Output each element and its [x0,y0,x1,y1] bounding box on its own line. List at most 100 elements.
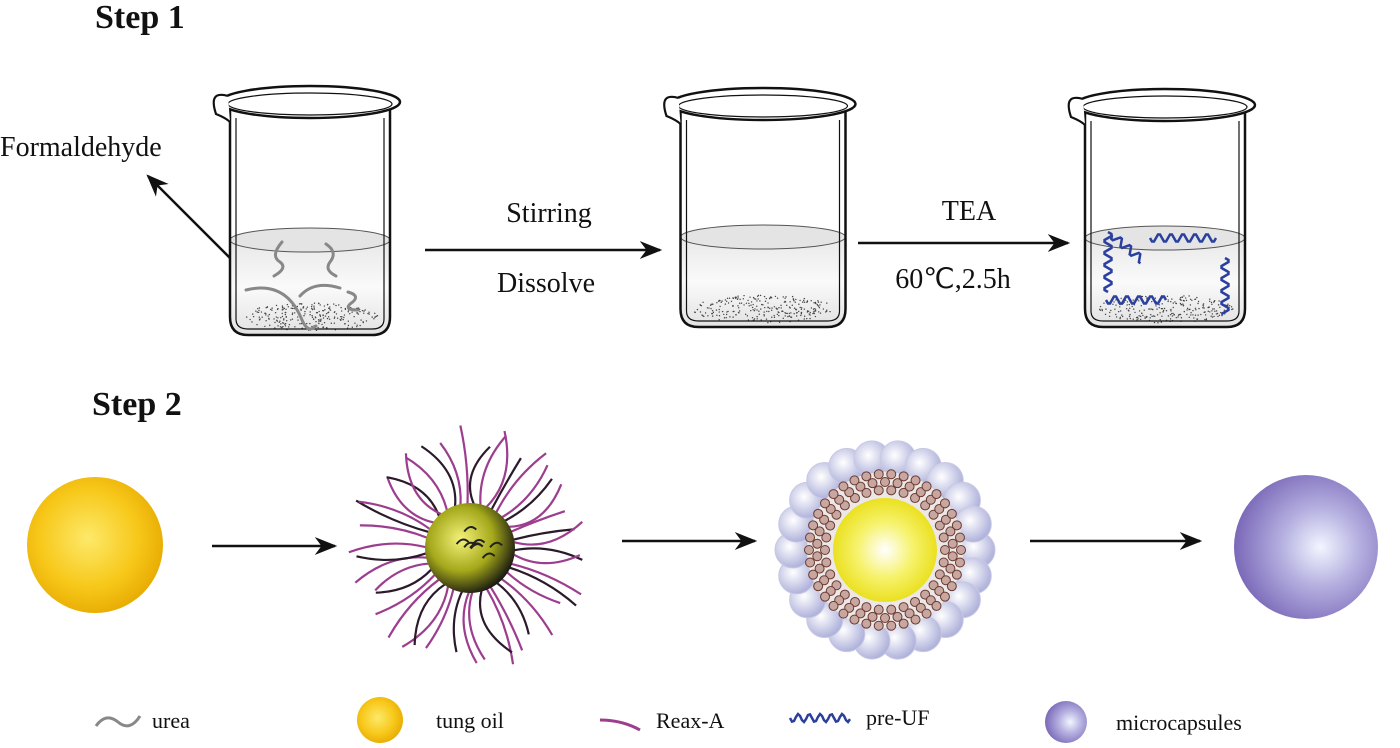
sediment-dot [1154,297,1157,299]
sediment-dot [745,302,748,304]
shell-bead [805,532,816,543]
sediment-dot [258,316,260,318]
sediment-dot [356,325,358,328]
sediment-dot [1179,296,1182,299]
sediment-dot [1210,301,1213,304]
beaker [663,86,857,329]
shell-bead [808,520,819,531]
sediment-dot [701,314,703,316]
sediment-dot [773,306,776,308]
shell-bead [825,569,836,580]
sediment-dot [1119,316,1122,319]
sediment-dot [375,315,378,318]
sediment-dot [724,303,727,305]
sediment-dot [1195,309,1197,311]
shell-bead [812,551,823,562]
sediment-dot [707,315,709,317]
sediment-dot [294,326,296,328]
sediment-dot [1190,312,1192,314]
urea-strand [244,286,318,331]
sediment-dot [309,311,311,313]
sediment-dot [304,313,306,315]
shell-bead [828,489,839,500]
reax-a-chain [401,585,450,648]
sediment-dot [340,319,342,322]
shell-bead [946,508,957,519]
sediment-dot [754,308,756,310]
sediment-dot [1218,314,1221,316]
sediment-dot [277,317,279,319]
reax-a-chain [471,539,486,546]
sediment-dot [291,307,294,310]
sediment-dot [252,315,255,318]
sediment-dot [282,322,285,324]
shell-bead [805,557,816,568]
sediment-dot [1162,309,1165,312]
shell-bead [910,614,921,625]
sediment-dot [318,318,320,321]
sediment-dot [760,319,762,321]
pre-uf-strand [1109,234,1142,265]
sediment-dot [1189,304,1192,306]
sediment-dot [1173,314,1175,316]
sediment-dot [324,315,327,317]
sediment-dot [792,299,795,301]
reax-a-chain [489,586,524,651]
sediment-dot [287,306,290,308]
tung-oil-icon [357,697,403,743]
sediment-dot [1115,304,1117,306]
sediment-dot [258,307,261,309]
sediment-dot [278,321,280,323]
microcapsule [1234,475,1378,619]
reax-a-chain [455,538,470,545]
shell-bead [820,498,831,509]
sediment-dot [322,314,324,316]
sediment-dot [703,315,705,318]
sediment-dot [788,312,791,315]
reax-a-chain [439,442,462,506]
sediment-dot [718,315,721,317]
sediment-dot [789,301,791,303]
sediment-dot [812,312,814,315]
sediment-dot [737,297,739,299]
sediment-dot [359,324,361,327]
sediment-dot [775,307,777,309]
sediment-dot [1232,308,1234,310]
sediment-dot [743,294,745,297]
sediment-dot [784,315,786,317]
sediment-dot [768,297,771,300]
beaker-rim [1073,87,1257,123]
sediment-dot [251,321,253,323]
sediment-dot [1121,314,1123,316]
shell-bead [808,569,819,580]
sediment-dot [1181,296,1184,298]
sediment-dot [282,325,284,328]
sediment-dot [774,295,777,298]
sediment-dot [799,306,801,309]
sediment-dot [367,312,369,315]
sediment-dot [265,312,267,315]
sediment-dot [721,310,724,313]
sediment-dot [1214,310,1216,312]
sediment-dot [275,304,278,307]
sediment-dot [304,310,306,313]
sediment-dot [1156,308,1158,310]
shell-bead [873,485,884,496]
sediment-dot [799,299,801,302]
shell-bead [886,469,897,480]
sediment-dot [303,315,305,317]
sediment-dot [765,297,767,300]
sediment-dot [1128,303,1130,306]
sediment-dot [1209,311,1211,313]
shell-bead [954,557,965,568]
sediment-dot [322,317,325,319]
shell-bead [934,569,945,580]
sediment-dot [742,298,745,300]
sediment-dot [756,295,759,297]
sediment-dot [329,309,332,311]
sediment-dot [364,309,366,311]
sediment-dot [291,312,294,314]
sediment-dot [259,318,261,320]
reax-a-chain [490,457,522,511]
sediment-dot [283,307,286,310]
